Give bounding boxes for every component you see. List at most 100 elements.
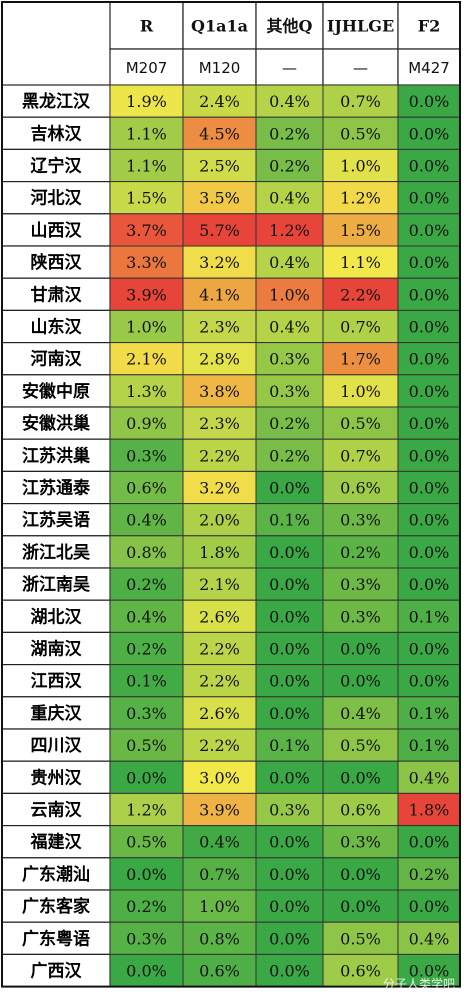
heatmap-cell [397, 664, 461, 698]
heatmap-cell [109, 245, 184, 279]
heatmap-cell [397, 148, 461, 183]
heatmap-cell [397, 599, 461, 633]
heatmap-cell [322, 374, 399, 408]
heatmap-cell [182, 567, 257, 601]
heatmap-cell [182, 631, 257, 666]
cell-value: 0.0% [409, 285, 450, 304]
cell-value: 1.0% [199, 897, 240, 916]
cell-value: 1.7% [340, 350, 381, 369]
cell-value: 0.4% [199, 833, 240, 852]
heatmap-cell [397, 245, 461, 279]
cell-value: 1.8% [409, 801, 450, 820]
cell-value: 0.0% [269, 897, 310, 916]
cell-value: 1.1% [126, 124, 167, 143]
heatmap-cell [397, 374, 461, 408]
cell-value: 0.3% [269, 801, 310, 820]
row-label-cell [1, 342, 111, 376]
cell-value: 0.0% [269, 865, 310, 884]
cell-value: 0.0% [269, 672, 310, 691]
row-label: 浙江南吴 [22, 574, 90, 595]
cell-value: 2.2% [199, 672, 240, 691]
heatmap-cell [109, 309, 184, 344]
cell-value: 0.3% [269, 382, 310, 401]
cell-value: 0.0% [409, 543, 450, 562]
heatmap-cell [397, 342, 461, 376]
cell-value: 0.0% [340, 768, 381, 787]
heatmap-cell [397, 438, 461, 472]
cell-value: 2.0% [199, 511, 240, 530]
heatmap-cell [182, 857, 257, 891]
heatmap-cell [255, 728, 324, 762]
cell-value: 3.2% [199, 253, 240, 272]
row-label: 江苏洪巢 [22, 445, 91, 466]
cell-value: 0.2% [126, 897, 167, 916]
cell-value: 0.2% [126, 575, 167, 594]
cell-value: 0.0% [409, 672, 450, 691]
cell-value: 2.1% [199, 575, 240, 594]
cell-value: 2.4% [199, 92, 240, 111]
cell-value: 0.0% [269, 962, 310, 981]
heatmap-cell [109, 277, 184, 311]
row-label-cell [1, 663, 111, 698]
column-header-label: R [140, 17, 154, 36]
cell-value: 0.0% [409, 382, 450, 401]
heatmap-cell [322, 567, 399, 601]
heatmap-cell [182, 792, 257, 827]
cell-value: 0.1% [126, 672, 167, 691]
heatmap-cell [255, 664, 324, 698]
cell-value: 1.3% [126, 382, 167, 401]
row-label: 广东粤语 [22, 928, 90, 949]
row-label: 江苏吴语 [22, 510, 90, 531]
cell-value: 0.0% [409, 446, 450, 465]
cell-value: 3.7% [126, 221, 167, 240]
cell-value: 3.5% [199, 189, 240, 208]
cell-value: 1.1% [340, 253, 381, 272]
cell-value: 0.4% [126, 607, 167, 626]
row-label-cell [1, 503, 111, 537]
row-label: 安徽中原 [22, 381, 90, 402]
cell-value: 0.3% [126, 446, 167, 465]
heatmap-cell [322, 438, 399, 472]
column-header-label: 其他Q [267, 17, 313, 36]
cell-value: 0.5% [340, 929, 381, 948]
heatmap-cell [322, 728, 399, 762]
row-label-cell [1, 953, 111, 988]
heatmap-cell [109, 728, 184, 762]
watermark-text: 分子人类学吧 [383, 976, 455, 991]
cell-value: 2.8% [199, 350, 240, 369]
cell-value: 0.8% [126, 543, 167, 562]
cell-value: 0.0% [409, 92, 450, 111]
cell-value: 0.2% [126, 640, 167, 659]
cell-value: 1.0% [126, 318, 167, 337]
cell-value: 0.0% [269, 704, 310, 723]
cell-value: 1.0% [340, 382, 381, 401]
heatmap-cell [322, 470, 399, 505]
heatmap-cell [397, 84, 461, 118]
heatmap-cell [109, 374, 184, 408]
heatmap-cell [109, 664, 184, 698]
heatmap-cell [182, 245, 257, 279]
heatmap-cell [109, 213, 184, 247]
row-label: 黑龙江汉 [22, 91, 91, 112]
cell-value: 2.2% [199, 736, 240, 755]
cell-value: 0.0% [409, 575, 450, 594]
heatmap-cell [255, 116, 324, 150]
cell-value: 0.7% [340, 318, 381, 337]
row-label: 江西汉 [31, 672, 83, 692]
cell-value: 0.6% [126, 479, 167, 498]
cell-value: 0.0% [269, 833, 310, 852]
cell-value: 0.8% [199, 929, 240, 948]
cell-value: 3.2% [199, 479, 240, 498]
row-label: 广东客家 [22, 896, 90, 917]
cell-value: 0.5% [340, 736, 381, 755]
cell-value: 1.1% [126, 157, 167, 176]
column-header-cell [182, 1, 257, 50]
cell-value: 0.6% [340, 962, 381, 981]
heatmap-cell [109, 921, 184, 955]
heatmap-cell [322, 792, 399, 827]
cell-value: 2.5% [199, 157, 240, 176]
cell-value: 0.0% [409, 640, 450, 659]
cell-value: 0.4% [126, 511, 167, 530]
heatmap-cell [322, 406, 399, 440]
cell-value: 3.9% [126, 285, 167, 304]
